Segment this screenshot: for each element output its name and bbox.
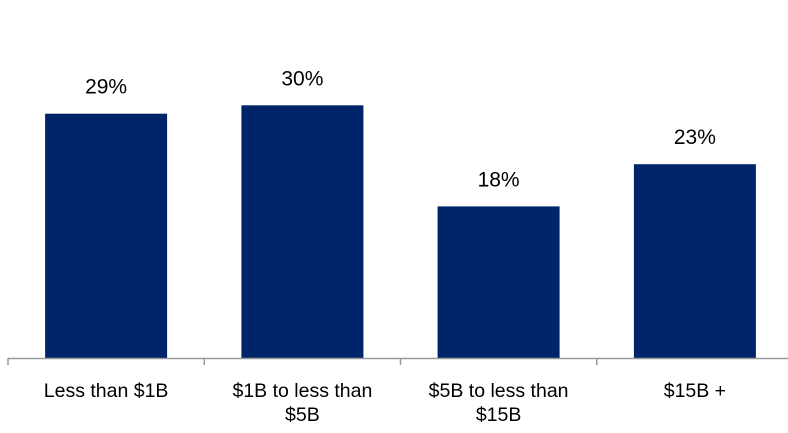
value-label-3: 18%	[478, 168, 520, 191]
x-tick-label-2: $1B to less than $5B	[232, 380, 372, 426]
x-tick-labels-group: Less than $1B $1B to less than $5B $5B to l…	[44, 380, 726, 426]
value-labels-group: 29% 30% 18% 23%	[85, 67, 716, 191]
x-axis	[7, 357, 788, 365]
x-tick-label-4: $15B +	[664, 380, 726, 402]
value-label-2: 30%	[281, 67, 323, 90]
value-label-4: 23%	[674, 126, 716, 149]
bar-2	[241, 105, 364, 358]
x-tick-label-3: $5B to less than $15B	[429, 380, 569, 426]
bar-3	[437, 206, 560, 358]
value-label-1: 29%	[85, 76, 127, 99]
bars-group	[45, 105, 756, 358]
bar-4	[633, 164, 756, 358]
bar-1	[45, 113, 168, 358]
x-tick-label-1: Less than $1B	[44, 380, 169, 402]
